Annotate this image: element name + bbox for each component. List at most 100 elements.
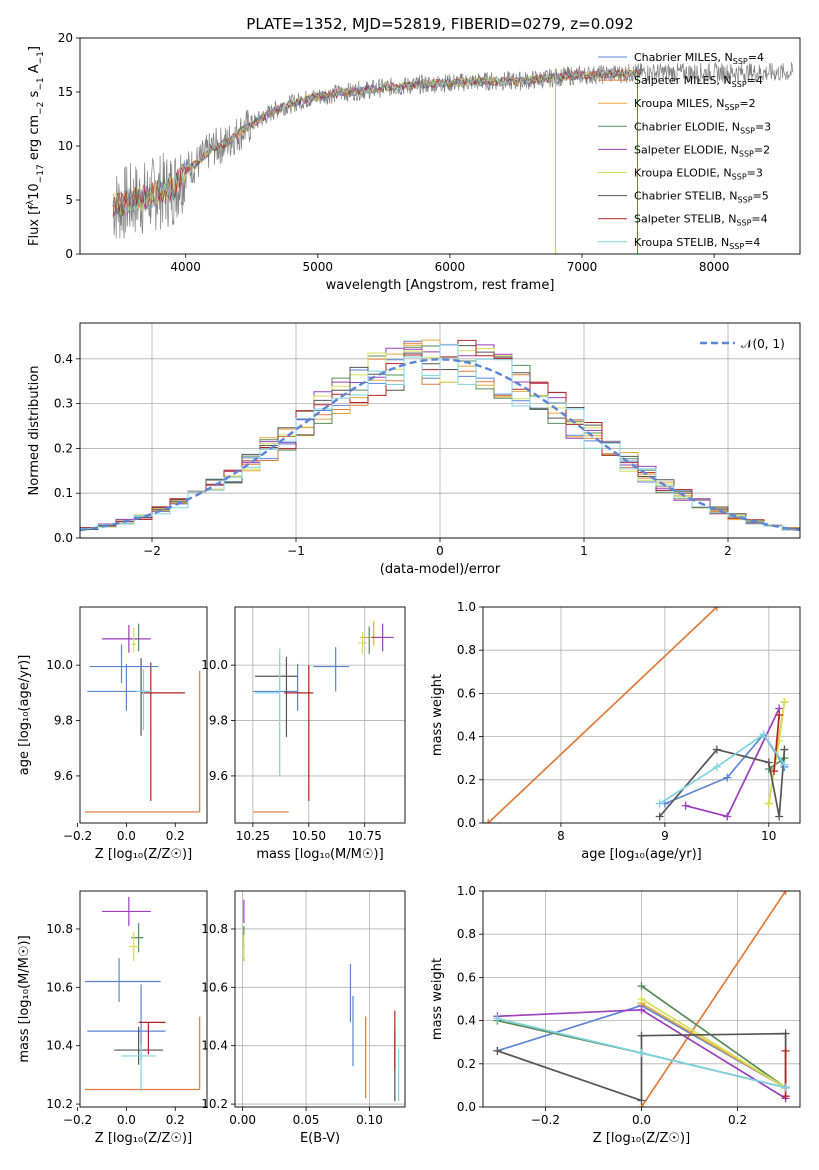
spectrum-ylabel-part: Flux [f — [27, 205, 42, 246]
legend-entry-label: Kroupa MILES, N — [634, 97, 724, 110]
model-spectrum-line — [112, 67, 642, 213]
mass-weight-marker — [723, 812, 732, 821]
legend-entry-subscript: SSP — [732, 80, 747, 89]
mass-vs-EBV-panel: 0.00 0.05 0.10 10.2 10.4 10.6 10.8 E(B-V) — [201, 890, 406, 1146]
spectrum-ylabel-part: A — [27, 64, 42, 77]
mass-weight-marker — [780, 745, 789, 754]
massweight-vs-Z-ylabel: mass weight — [430, 958, 445, 1040]
massweight-vs-age-ylabel: mass weight — [430, 674, 445, 756]
mass-vs-Z-ytick-label: 10.6 — [46, 980, 73, 994]
massweight-vs-age-xtick-label: 9 — [661, 829, 669, 843]
massweight-vs-Z-ytick-label: 0.6 — [457, 970, 476, 984]
mass-vs-Z-ytick-label: 10.8 — [46, 922, 73, 936]
legend-entry: Salpeter STELIB, NSSP=4 — [634, 213, 768, 228]
mass-vs-EBV-xlabel: E(B-V) — [300, 1131, 340, 1146]
legend-entry-label: Salpeter ELODIE, N — [634, 143, 739, 156]
mass-weight-marker — [781, 1029, 790, 1038]
residuals-xlabel: (data-model)/error — [380, 562, 501, 577]
legend-entry-subscript: SSP — [738, 196, 753, 205]
mass-weight-line — [641, 998, 787, 1089]
mass-weight-line — [659, 733, 786, 805]
legend-entry-count: =2 — [739, 97, 755, 110]
mass-weight-marker — [493, 1014, 502, 1023]
massweight-vs-Z-ytick-label: 0.2 — [457, 1057, 476, 1071]
legend-entry-count: =2 — [754, 143, 770, 156]
legend-entry-label: Kroupa STELIB, N — [634, 236, 729, 249]
legend-entry: Kroupa ELODIE, NSSP=3 — [634, 167, 763, 182]
mass-weight-marker — [637, 1049, 646, 1057]
spectrum-ytick-label: 0 — [65, 247, 73, 261]
mass-weight-marker — [637, 1096, 646, 1105]
massweight-vs-Z-xlabel: Z [log₁₀(Z/Z☉)] — [593, 1131, 690, 1146]
mass-weight-marker — [637, 1031, 646, 1040]
spectrum-panel: 4000 5000 6000 7000 8000 0 5 10 15 20 wavelength [… — [26, 31, 801, 293]
mass-vs-EBV-xtick-label: 0.00 — [229, 1113, 256, 1127]
mass-vs-Z-ytick-label: 10.4 — [46, 1039, 73, 1053]
legend-entry-label: Salpeter STELIB, N — [634, 213, 736, 226]
spectrum-ylabel-part: −2 — [36, 102, 46, 115]
residuals-xtick-label: 2 — [724, 544, 732, 558]
massweight-vs-age-xtick-label: 10 — [761, 829, 776, 843]
age-vs-mass-ytick-label: 9.6 — [209, 769, 228, 783]
age-vs-Z-xtick-label: 0.2 — [166, 829, 185, 843]
mass-vs-EBV-ytick-label: 10.6 — [201, 980, 228, 994]
age-vs-mass-plot-area — [252, 620, 394, 813]
age-vs-mass-xtick-label: 10.25 — [236, 829, 270, 843]
massweight-vs-Z-ytick-label: 0.8 — [457, 927, 476, 941]
mass-weight-marker — [637, 1005, 646, 1014]
legend-entry: Kroupa STELIB, NSSP=4 — [634, 236, 760, 251]
mass-vs-EBV-xtick-label: 0.10 — [356, 1113, 383, 1127]
age-vs-mass-ytick-label: 10.0 — [201, 658, 228, 672]
legend-entry: 𝒩(0, 1) — [741, 337, 785, 351]
legend-entry-label: Salpeter MILES, N — [634, 74, 732, 87]
residuals-xtick-label: 1 — [580, 544, 588, 558]
legend-entry-label: Chabrier STELIB, N — [634, 190, 738, 203]
mass-weight-marker — [712, 607, 721, 611]
spectrum-xtick-label: 5000 — [303, 260, 334, 274]
spectrum-ylabel-part: 10 — [27, 183, 42, 200]
mass-weight-marker — [723, 773, 732, 782]
mass-vs-Z-xtick-label: 0.2 — [166, 1113, 185, 1127]
legend-entry: Salpeter MILES, NSSP=4 — [634, 74, 763, 89]
spectrum-ylabel-part: s — [27, 90, 42, 101]
legend-entry-subscript: SSP — [736, 219, 751, 228]
spectrum-ytick-label: 10 — [58, 139, 73, 153]
massweight-vs-Z-panel: −0.2 0.0 0.2 0.0 0.2 0.4 0.6 0.8 1.0 Z [log₁₀(Z/Z… — [430, 884, 801, 1146]
massweight-vs-age-ytick-label: 1.0 — [457, 600, 476, 614]
residuals-plot-area — [80, 339, 800, 532]
massweight-vs-age-xlabel: age [log₁₀(age/yr)] — [581, 847, 702, 862]
residuals-ylabel: Normed distribution — [27, 366, 42, 496]
mass-weight-line — [640, 891, 787, 1107]
mass-vs-EBV-ytick-label: 10.8 — [201, 922, 228, 936]
legend-entry-subscript: SSP — [729, 242, 744, 251]
massweight-vs-Z-axes-frame — [482, 890, 801, 1108]
residuals-xtick-label: 0 — [436, 544, 444, 558]
mass-weight-marker — [781, 891, 790, 895]
massweight-vs-age-ytick-label: 0.0 — [457, 816, 476, 830]
spectrum-xtick-label: 8000 — [699, 260, 730, 274]
legend-entry-label: Kroupa ELODIE, N — [634, 167, 732, 180]
legend-entry: Salpeter ELODIE, NSSP=2 — [634, 143, 770, 158]
mass-weight-marker — [764, 758, 773, 767]
massweight-vs-age-ytick-label: 0.8 — [457, 643, 476, 657]
legend-entry: Chabrier STELIB, NSSP=5 — [634, 190, 769, 205]
mass-weight-marker — [780, 698, 789, 707]
mass-weight-marker — [681, 801, 690, 810]
age-vs-Z-xlabel: Z [log₁₀(Z/Z☉)] — [95, 847, 192, 862]
legend-entry-count: =5 — [753, 190, 769, 203]
massweight-vs-age-axes-frame — [482, 606, 801, 824]
spectrum-xtick-label: 6000 — [435, 260, 466, 274]
spectrum-ytick-label: 20 — [58, 31, 73, 45]
legend-entry: Chabrier ELODIE, NSSP=3 — [634, 120, 771, 135]
massweight-vs-Z-ytick-label: 1.0 — [457, 884, 476, 898]
legend-entry-label: Chabrier MILES, N — [634, 51, 733, 64]
massweight-vs-age-plot-area — [484, 607, 789, 823]
legend-entry-count: =4 — [747, 74, 763, 87]
mass-vs-Z-axes-frame — [79, 890, 208, 1108]
massweight-vs-Z-ytick-label: 0.0 — [457, 1100, 476, 1114]
spectrum-ylabel-part: −1 — [36, 51, 46, 64]
age-vs-mass-xlabel: mass [log₁₀(M/M☉)] — [256, 847, 383, 862]
massweight-vs-Z-ytick-label: 0.4 — [457, 1014, 476, 1028]
age-vs-mass-ytick-label: 9.8 — [209, 714, 228, 728]
spectrum-xtick-label: 4000 — [170, 260, 201, 274]
